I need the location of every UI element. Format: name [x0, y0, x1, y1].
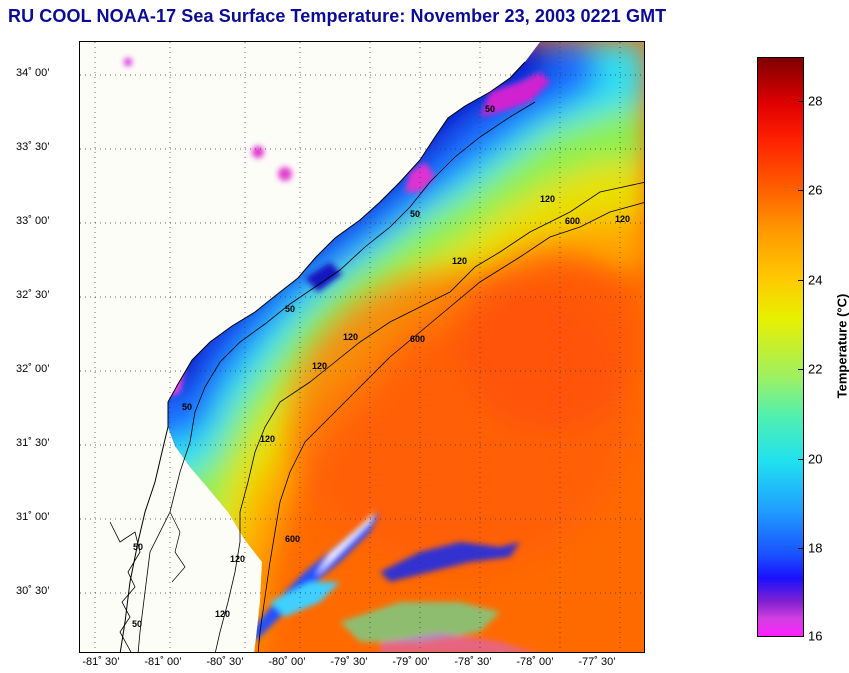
- lat-label: 33˚ 00’: [16, 215, 50, 227]
- map-title: RU COOL NOAA-17 Sea Surface Temperature:…: [8, 6, 667, 26]
- lon-label: -77˚ 30’: [578, 656, 616, 668]
- colorbar-tick: [798, 636, 804, 637]
- colorbar-tick: [798, 459, 804, 460]
- lon-label: -79˚ 30’: [330, 656, 368, 668]
- contour-label: 600: [410, 334, 425, 344]
- lat-label: 32˚ 30’: [16, 289, 50, 301]
- sst-map-canvas: 50 50 50 50 50 50 120 120 120 120 120 12…: [80, 42, 644, 652]
- colorbar-tick-label: 18: [808, 540, 823, 556]
- lat-label: 34˚ 00’: [16, 67, 50, 79]
- contour-label: 50: [182, 402, 192, 412]
- contour-label: 120: [230, 554, 245, 564]
- contour-label: 120: [215, 609, 230, 619]
- contour-label: 50: [132, 619, 142, 629]
- lat-label: 30˚ 30’: [16, 585, 50, 597]
- lon-label: -80˚ 30’: [206, 656, 244, 668]
- sst-map[interactable]: 50 50 50 50 50 50 120 120 120 120 120 12…: [79, 41, 645, 653]
- colorbar-tick-label: 22: [808, 361, 823, 377]
- contour-label: 120: [343, 332, 358, 342]
- colorbar-tick: [798, 190, 804, 191]
- colorbar-title: Temperature (°C): [834, 293, 849, 399]
- lat-label: 32˚ 00’: [16, 363, 50, 375]
- contour-label: 50: [133, 542, 143, 552]
- contour-label: 50: [285, 304, 295, 314]
- lat-label: 31˚ 30’: [16, 437, 50, 449]
- contour-label: 600: [565, 216, 580, 226]
- contour-label: 120: [540, 194, 555, 204]
- colorbar-tick: [798, 548, 804, 549]
- colorbar-tick-label: 24: [808, 272, 823, 288]
- lon-label: -81˚ 00’: [144, 656, 182, 668]
- lat-label: 33˚ 30’: [16, 141, 50, 153]
- lon-label: -80˚ 00’: [268, 656, 306, 668]
- colorbar-tick-label: 28: [808, 93, 823, 109]
- contour-label: 50: [410, 209, 420, 219]
- colorbar-tick: [798, 101, 804, 102]
- colorbar-tick-label: 26: [808, 182, 823, 198]
- colorbar-tick: [798, 280, 804, 281]
- lon-label: -78˚ 00’: [516, 656, 554, 668]
- contour-label: 120: [615, 214, 630, 224]
- lat-label: 31˚ 00’: [16, 511, 50, 523]
- contour-label: 50: [485, 104, 495, 114]
- contour-label: 120: [312, 361, 327, 371]
- contour-label: 120: [452, 256, 467, 266]
- lon-label: -81˚ 30’: [82, 656, 120, 668]
- contour-label: 120: [260, 434, 275, 444]
- colorbar-tick-label: 16: [808, 628, 823, 644]
- lon-label: -78˚ 30’: [454, 656, 492, 668]
- colorbar-tick: [798, 369, 804, 370]
- contour-label: 600: [285, 534, 300, 544]
- colorbar-tick-label: 20: [808, 451, 823, 467]
- temperature-colorbar: [757, 57, 804, 637]
- lon-label: -79˚ 00’: [392, 656, 430, 668]
